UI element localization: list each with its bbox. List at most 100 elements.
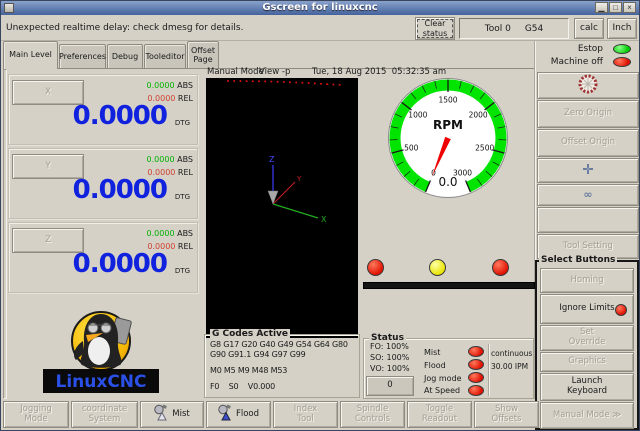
tab-tooleditor[interactable]: Tooleditor: [144, 44, 186, 69]
maximize-button[interactable]: □: [609, 2, 622, 13]
dro-panel-x: X 0.0000 ABS 0.0000 REL 0.0000 DTG: [8, 74, 198, 145]
clear-status-button[interactable]: Clear status: [415, 17, 455, 40]
work-offset: G54: [524, 23, 544, 34]
infinity-button[interactable]: ∞: [537, 184, 639, 206]
svg-text:500: 500: [404, 143, 419, 152]
z-dtg-value: 0.0000: [72, 249, 168, 279]
axis-x-button[interactable]: X: [12, 80, 84, 105]
tool-number: Tool 0: [484, 23, 511, 34]
dro-panel-z: Z 0.0000 ABS 0.0000 REL 0.0000 DTG: [8, 222, 198, 293]
select-buttons-frame: Select Buttons Homing Ignore Limits Set …: [535, 255, 639, 430]
y-dtg-value: 0.0000: [72, 175, 168, 205]
estop-led[interactable]: [613, 44, 631, 54]
at-speed-status-label: At Speed: [424, 386, 461, 395]
y-rel-line: 0.0000 REL: [147, 168, 193, 177]
pane-handle[interactable]: [3, 69, 7, 399]
y-axis-label: Y: [296, 175, 302, 183]
svg-text:3000: 3000: [453, 169, 472, 178]
x-rel-line: 0.0000 REL: [147, 94, 193, 103]
svg-text:1500: 1500: [438, 96, 457, 105]
close-icon: ×: [627, 3, 632, 12]
gauge-needle: [431, 136, 451, 177]
set-override-button[interactable]: Set Override: [540, 325, 634, 351]
ignore-limits-button[interactable]: Ignore Limits: [540, 294, 634, 324]
manual-mode-button[interactable]: Manual Mode ≫: [540, 402, 634, 429]
machine-off-led[interactable]: [613, 57, 631, 67]
blank-button[interactable]: [537, 207, 639, 233]
content-top-border: [3, 68, 535, 69]
x-dtg-value: 0.0000: [72, 101, 168, 131]
svg-text:LinuxCNC: LinuxCNC: [55, 372, 146, 392]
gcodes-line-1: G8 G17 G20 G40 G49 G54 G64 G80: [210, 340, 348, 349]
progress-bar-empty: [363, 282, 535, 289]
flood-icon: [218, 404, 232, 425]
jog-mode-value: continuous: [491, 349, 533, 358]
toggle-readout-button[interactable]: Toggle Readout: [407, 401, 472, 428]
zero-origin-button[interactable]: Zero Origin: [537, 100, 639, 128]
offset-origin-button[interactable]: Offset Origin: [537, 129, 639, 157]
tab-preferences[interactable]: Preferences: [59, 44, 106, 69]
z-abs-line: 0.0000 ABS: [146, 229, 193, 238]
y-dtg-label: DTG: [174, 193, 190, 201]
tab-main-level[interactable]: Main Level: [3, 41, 58, 69]
velocity-override: VO: 100%: [370, 364, 410, 373]
ignore-limits-led: [615, 304, 627, 316]
units-button[interactable]: Inch: [607, 18, 637, 39]
z-axis-label: Z: [269, 155, 275, 164]
gear-icon: [577, 73, 599, 99]
coordinate-system-button[interactable]: coordinate System: [71, 401, 138, 428]
close-button[interactable]: ×: [623, 2, 636, 13]
graphics-button[interactable]: Graphics: [540, 352, 634, 372]
jogging-mode-button[interactable]: Jogging Mode: [3, 401, 69, 428]
tool-status-box: Tool 0 G54: [459, 18, 569, 39]
spindle-override: SO: 100%: [370, 353, 410, 362]
indicator-light-3: [492, 259, 509, 276]
gremlin-3d-view[interactable]: Z Y X: [206, 78, 358, 338]
homing-button[interactable]: Homing: [540, 268, 634, 293]
mist-button[interactable]: Mist: [140, 401, 204, 428]
gauge-unit-label: RPM: [433, 118, 463, 132]
flood-led: [468, 359, 484, 370]
mist-led: [468, 346, 484, 357]
linuxcnc-logo: LinuxCNC: [31, 303, 171, 396]
indicator-light-1: [367, 259, 384, 276]
mist-icon: [154, 404, 168, 425]
mist-status-label: Mist: [424, 348, 441, 357]
svg-text:2000: 2000: [469, 110, 488, 119]
view-label: View -p: [259, 67, 291, 77]
feeds-line: F0 S0 V0.000: [210, 382, 275, 391]
axis-z-button[interactable]: Z: [12, 228, 84, 253]
machine-limits-dots: [227, 80, 341, 86]
datetime-label: Tue, 18 Aug 2015 05:32:35 am: [312, 67, 447, 77]
minimize-button[interactable]: ▁: [595, 2, 608, 13]
gcodes-title: G Codes Active: [210, 329, 291, 339]
flood-button[interactable]: Flood: [206, 401, 271, 428]
titlebar[interactable]: Gscreen for linuxcnc ▁ □ ×: [1, 1, 639, 15]
tool-cone: [267, 190, 279, 205]
svg-text:1000: 1000: [408, 110, 427, 119]
gear-icon-button[interactable]: [537, 72, 639, 99]
jog-rate-value: 30.00 IPM: [491, 362, 529, 371]
axis-y-button[interactable]: Y: [12, 154, 84, 179]
minimize-icon: ▁: [598, 3, 605, 12]
override-spinbox[interactable]: 0: [366, 376, 414, 396]
tab-debug[interactable]: Debug: [107, 44, 143, 69]
topbar: Unexpected realtime delay: check dmesg f…: [1, 15, 639, 41]
estop-label: Estop: [577, 44, 603, 54]
calc-button[interactable]: calc: [574, 18, 604, 39]
index-tool-button[interactable]: Index Tool: [273, 401, 338, 428]
select-buttons-title: Select Buttons: [539, 255, 618, 265]
infinity-icon: ∞: [583, 187, 593, 201]
flood-status-label: Flood: [424, 361, 446, 370]
launch-keyboard-button[interactable]: Launch Keyboard: [540, 373, 634, 401]
spindle-controls-button[interactable]: Spindle Controls: [340, 401, 405, 428]
jog-mode-led: [468, 372, 484, 383]
move-to-origin-button[interactable]: [537, 158, 639, 183]
show-offsets-button[interactable]: Show Offsets: [474, 401, 539, 428]
x-abs-line: 0.0000 ABS: [146, 81, 193, 90]
gcodes-frame: G Codes Active G8 G17 G20 G40 G49 G54 G6…: [204, 329, 360, 398]
tab-offset-page[interactable]: Offset Page: [187, 41, 219, 69]
feed-override: FO: 100%: [370, 342, 409, 351]
crosshair-icon: [582, 163, 594, 179]
